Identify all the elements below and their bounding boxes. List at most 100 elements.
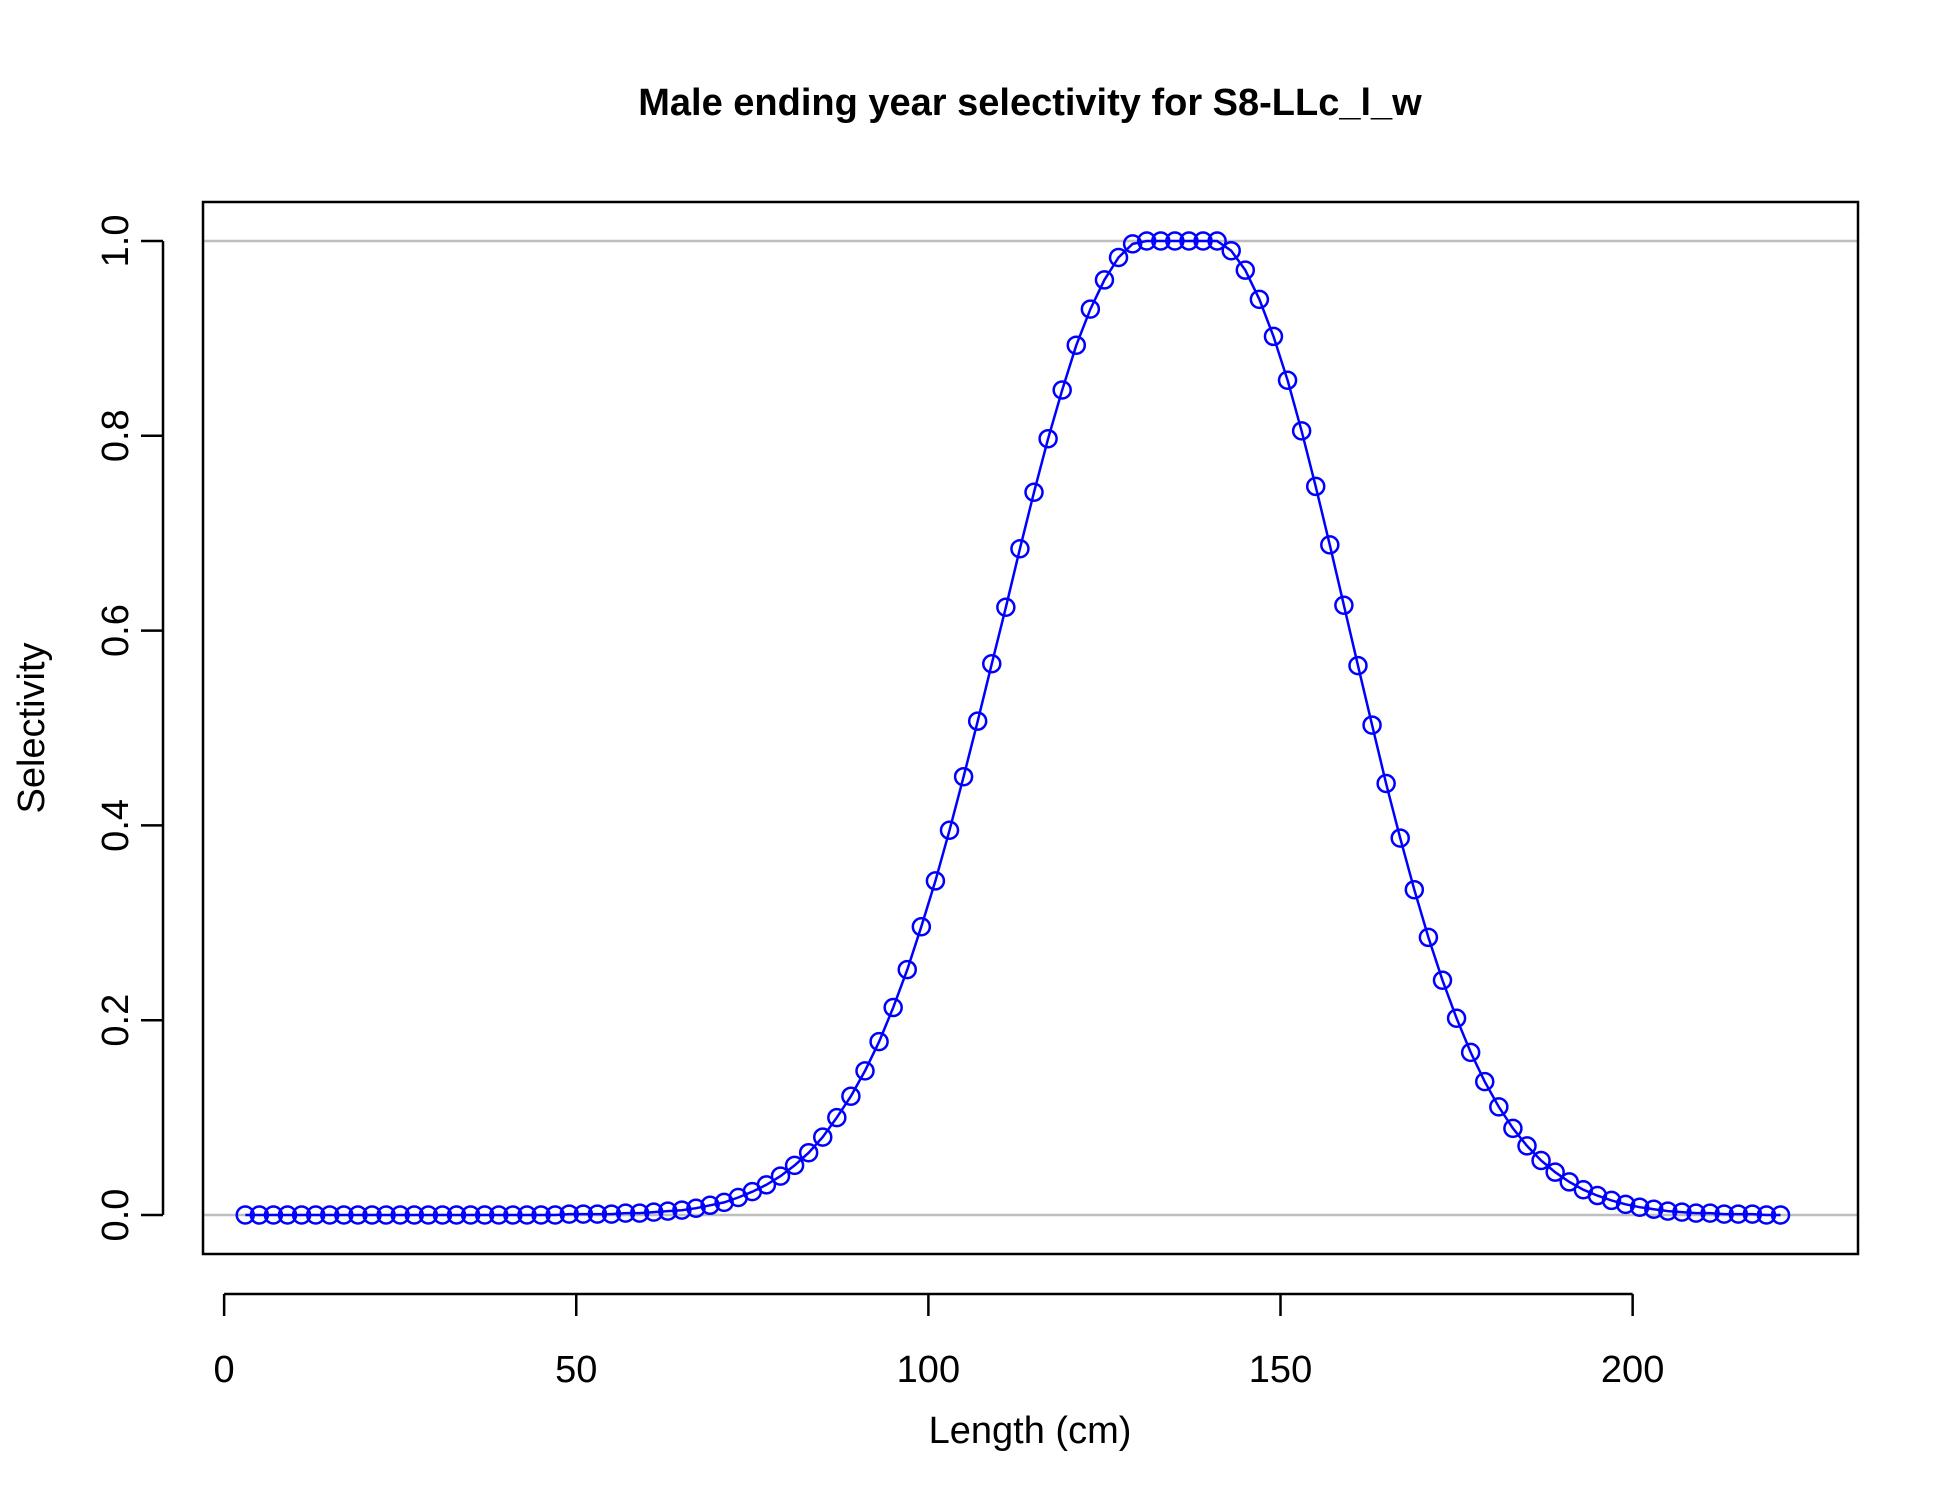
data-point [263,1205,284,1225]
data-point [1291,421,1312,441]
data-point [446,1205,467,1225]
data-point [1179,231,1199,251]
data-point [1122,234,1143,254]
y-tick-label: 0.8 [95,409,137,462]
data-point [672,1200,692,1220]
data-point [1249,289,1270,310]
data-point [911,916,932,937]
data-point [1714,1204,1734,1224]
data-point [925,871,946,891]
data-point [376,1205,396,1225]
data-point [362,1205,382,1225]
data-point [1136,231,1157,251]
data-point [643,1202,664,1222]
data-point [1362,715,1382,735]
data-point [1263,326,1284,347]
data-point [615,1203,636,1223]
data-point [1728,1204,1749,1224]
data-point [897,959,918,980]
data-point [1207,231,1227,251]
x-tick-label: 200 [1601,1349,1664,1391]
data-point [573,1204,594,1224]
data-point [1700,1203,1720,1223]
data-point [1742,1204,1763,1224]
data-point [1108,247,1129,268]
chart-title: Male ending year selectivity for S8-LLc_… [638,82,1422,124]
data-point [1052,380,1072,400]
data-point [559,1204,579,1224]
data-point [1221,240,1241,261]
data-point [1094,270,1115,290]
data-point [686,1198,706,1218]
data-point [1531,1150,1551,1171]
data-point [1080,299,1101,319]
data-point [404,1205,425,1225]
data-point [841,1086,861,1106]
data-point [1474,1071,1495,1092]
data-point [953,766,974,787]
data-point [967,711,988,731]
data-point [1277,370,1298,391]
data-point [1658,1201,1678,1221]
y-axis-label: Selectivity [11,642,53,813]
data-point [1390,828,1410,848]
data-point [1334,595,1354,616]
data-point [235,1205,256,1225]
data-point [827,1107,847,1128]
data-point [629,1203,650,1223]
y-tick-label: 0.4 [95,799,137,852]
data-point [601,1204,622,1224]
data-point [1066,335,1087,355]
data-point [1770,1205,1791,1225]
data-point [1305,476,1326,497]
data-point [982,653,1002,674]
y-axis: 0.0 0.2 0.4 0.6 0.8 1.0 [95,215,165,1241]
data-point [1038,428,1058,449]
data-point [784,1155,805,1176]
data-point [531,1205,551,1225]
data-point [812,1127,833,1147]
data-point [869,1031,889,1052]
data-point [756,1175,777,1195]
data-point [474,1205,495,1225]
x-tick-label: 150 [1249,1349,1312,1391]
data-point [1348,655,1368,676]
data-point [798,1142,819,1163]
data-point [1151,231,1171,251]
data-point [1629,1197,1650,1217]
data-point [1193,231,1213,251]
data-point [460,1205,481,1225]
data-point [545,1205,565,1225]
data-point [855,1061,875,1081]
data-point [1601,1190,1622,1211]
data-point [249,1205,270,1225]
data-point [1503,1118,1523,1139]
y-tick-label: 1.0 [95,215,137,268]
data-point [1432,970,1453,991]
data-point [1024,482,1044,503]
data-point [883,997,903,1018]
series-layer [235,231,1791,1225]
data-point [1545,1162,1565,1182]
data-point [1165,231,1185,251]
data-point [1489,1097,1509,1117]
y-tick-label: 0.2 [95,994,137,1047]
data-point [348,1205,368,1225]
data-point [277,1205,298,1225]
x-tick-label: 100 [897,1349,960,1391]
data-point [1404,879,1425,900]
data-point [1756,1205,1777,1225]
x-axis-label: Length (cm) [929,1410,1132,1452]
x-tick-label: 0 [214,1349,235,1391]
data-point [320,1205,340,1225]
data-point [305,1205,326,1225]
data-point [291,1205,312,1225]
data-point [517,1205,537,1225]
data-point [1418,927,1439,948]
data-point [1615,1194,1636,1215]
data-point [390,1205,410,1225]
x-axis: 0 50 100 150 200 [214,1292,1664,1391]
data-point [334,1205,354,1225]
